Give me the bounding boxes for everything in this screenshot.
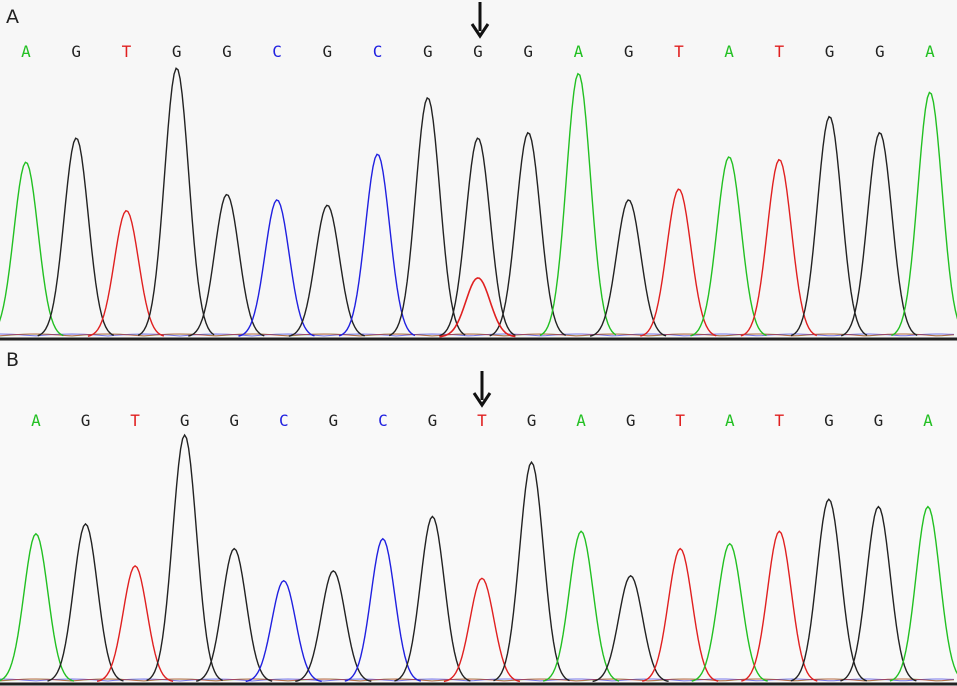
peak-trace — [288, 204, 366, 337]
peak-trace — [889, 505, 957, 682]
peak-trace — [87, 209, 165, 337]
peak-trace — [196, 547, 273, 682]
base-call-letter: G — [329, 411, 339, 430]
peak-trace — [790, 115, 868, 337]
peak-trace — [439, 137, 516, 337]
peak-trace — [891, 91, 957, 337]
base-call-letter: A — [21, 42, 31, 61]
base-call-letter: G — [527, 411, 537, 430]
noise-trace — [0, 678, 955, 682]
peak-trace — [0, 532, 75, 682]
base-call-letter: G — [180, 411, 190, 430]
base-call-letter: C — [279, 411, 289, 430]
base-call-letter: G — [624, 42, 634, 61]
base-call-letter: A — [576, 411, 586, 430]
base-call-letter: A — [724, 42, 734, 61]
peak-trace — [0, 161, 64, 337]
mutation-arrow-icon — [472, 369, 492, 409]
base-call-letter: G — [172, 42, 182, 61]
mutation-arrow-icon — [470, 0, 490, 40]
down-arrow-icon — [470, 2, 490, 39]
base-call-letter: G — [423, 42, 433, 61]
peak-trace — [338, 153, 416, 337]
peak-trace — [146, 433, 223, 682]
base-call-letter: A — [925, 42, 935, 61]
peak-trace — [539, 72, 617, 337]
panel-label-b: B — [6, 349, 20, 371]
base-call-letter: T — [122, 42, 132, 61]
peak-trace — [388, 96, 466, 337]
peak-trace — [188, 193, 265, 337]
base-call-letter: G — [874, 411, 884, 430]
base-call-letter: G — [626, 411, 636, 430]
base-call-letter: C — [272, 42, 282, 61]
base-call-letter: T — [674, 42, 684, 61]
base-call-letter: G — [81, 411, 91, 430]
chromatogram-panel-b: B A G T G G C G C G T G A G T A T G G A — [0, 343, 957, 686]
base-call-letter: G — [824, 411, 834, 430]
peak-trace — [489, 131, 567, 337]
base-call-letter: T — [775, 411, 785, 430]
peak-trace — [96, 565, 174, 682]
peak-trace — [295, 570, 372, 682]
peak-trace — [642, 547, 719, 682]
peak-trace — [37, 137, 115, 337]
peak-trace — [344, 537, 422, 682]
peak-trace — [690, 156, 767, 337]
peak-trace — [592, 574, 669, 683]
peak-trace — [840, 505, 917, 682]
base-call-letter: G — [875, 42, 885, 61]
base-call-letter: C — [378, 411, 388, 430]
base-call-letter: T — [477, 411, 487, 430]
peak-trace — [741, 530, 818, 682]
base-call-letter: A — [923, 411, 933, 430]
base-call-letter: G — [825, 42, 835, 61]
peak-trace — [691, 542, 768, 682]
base-call-letter: T — [775, 42, 785, 61]
noise-trace — [0, 333, 955, 337]
base-call-letter: C — [373, 42, 383, 61]
base-call-letter: G — [222, 42, 232, 61]
base-call-letter: G — [229, 411, 239, 430]
peak-trace — [394, 515, 471, 682]
base-call-letter: T — [675, 411, 685, 430]
peak-trace — [245, 579, 322, 683]
peak-trace — [47, 522, 124, 682]
base-call-letter: G — [523, 42, 533, 61]
base-call-letter: G — [473, 42, 483, 61]
panel-label-a: A — [6, 6, 19, 28]
base-call-letter: G — [323, 42, 333, 61]
peak-trace — [137, 67, 215, 337]
peak-trace — [238, 199, 315, 337]
peak-trace — [542, 530, 620, 682]
base-call-letter: T — [130, 411, 140, 430]
down-arrow-icon — [472, 371, 492, 408]
secondary-peak-trace — [439, 277, 516, 338]
base-call-letter: A — [31, 411, 41, 430]
peak-trace — [493, 460, 570, 682]
peak-trace — [790, 498, 868, 682]
base-call-letter: A — [725, 411, 735, 430]
base-call-letter: A — [574, 42, 584, 61]
chromatogram-panel-a: A A G T G G C G C G G G A G T A T G G A — [0, 0, 957, 341]
base-call-letter: G — [428, 411, 438, 430]
peak-trace — [443, 577, 521, 683]
base-call-letter: G — [71, 42, 81, 61]
